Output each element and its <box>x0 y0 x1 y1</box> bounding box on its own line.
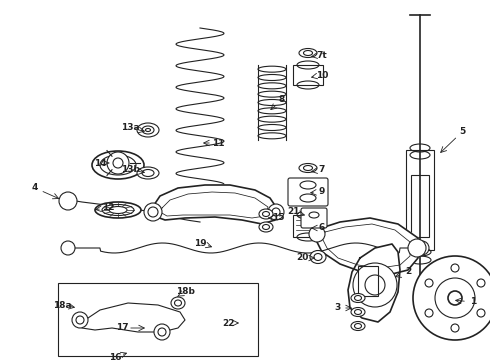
Ellipse shape <box>171 297 185 309</box>
Text: 17: 17 <box>116 324 128 333</box>
Ellipse shape <box>259 209 273 219</box>
Circle shape <box>61 241 75 255</box>
Circle shape <box>477 279 485 287</box>
Circle shape <box>451 264 459 272</box>
Text: 18a: 18a <box>53 301 72 310</box>
Text: 18b: 18b <box>175 288 195 297</box>
Text: 19: 19 <box>194 238 206 248</box>
Circle shape <box>144 203 162 221</box>
Polygon shape <box>152 185 278 224</box>
Circle shape <box>413 256 490 340</box>
Text: 10: 10 <box>316 71 328 80</box>
Text: 8: 8 <box>279 95 285 104</box>
Text: 20: 20 <box>296 253 308 262</box>
Ellipse shape <box>310 251 326 264</box>
Ellipse shape <box>351 321 365 330</box>
Ellipse shape <box>137 123 159 137</box>
Circle shape <box>477 309 485 317</box>
Text: 15: 15 <box>272 213 284 222</box>
Polygon shape <box>315 218 418 275</box>
Circle shape <box>451 324 459 332</box>
Circle shape <box>425 279 433 287</box>
Text: 13b: 13b <box>121 166 140 175</box>
Polygon shape <box>348 244 400 322</box>
Text: 2: 2 <box>405 267 411 276</box>
Circle shape <box>425 309 433 317</box>
Ellipse shape <box>238 288 250 297</box>
Text: 4: 4 <box>32 184 38 193</box>
Text: 7: 7 <box>319 166 325 175</box>
Bar <box>58 283 258 356</box>
Text: 7t: 7t <box>317 50 327 59</box>
Bar <box>411 175 429 237</box>
Circle shape <box>408 239 426 257</box>
Ellipse shape <box>92 151 144 179</box>
Text: 13a: 13a <box>121 123 139 132</box>
Text: 11: 11 <box>212 139 224 148</box>
Text: 12: 12 <box>102 203 114 212</box>
Ellipse shape <box>72 312 88 328</box>
Text: 22: 22 <box>222 319 234 328</box>
FancyBboxPatch shape <box>301 208 327 228</box>
Ellipse shape <box>137 167 159 179</box>
Text: 5: 5 <box>459 127 465 136</box>
Ellipse shape <box>95 202 141 218</box>
Text: 16: 16 <box>109 352 121 360</box>
Ellipse shape <box>259 222 273 232</box>
Bar <box>293 65 323 85</box>
Circle shape <box>154 324 170 340</box>
Ellipse shape <box>351 293 365 302</box>
Bar <box>406 150 434 250</box>
Circle shape <box>268 204 284 220</box>
Ellipse shape <box>351 307 365 316</box>
Polygon shape <box>80 303 185 332</box>
Ellipse shape <box>237 346 249 355</box>
Bar <box>358 266 378 296</box>
Text: 3: 3 <box>334 303 340 312</box>
Text: 9: 9 <box>319 188 325 197</box>
Text: 14: 14 <box>94 158 106 167</box>
Circle shape <box>59 192 77 210</box>
Circle shape <box>107 152 129 174</box>
Circle shape <box>309 226 325 242</box>
Text: 1: 1 <box>470 297 476 306</box>
Text: 21: 21 <box>287 207 299 216</box>
Circle shape <box>415 241 429 255</box>
Bar <box>293 215 323 237</box>
Circle shape <box>353 263 397 307</box>
Text: 6: 6 <box>319 224 325 233</box>
